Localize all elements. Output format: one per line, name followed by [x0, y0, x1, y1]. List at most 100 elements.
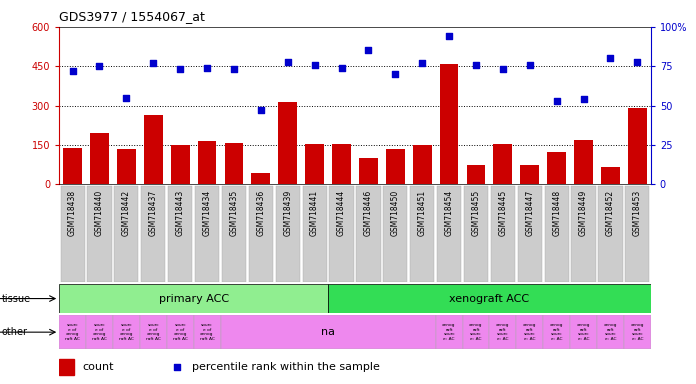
Point: [202, 65, 213, 71]
Point: [255, 107, 267, 113]
Bar: [547, 152, 566, 184]
Bar: [625, 186, 649, 282]
Text: primary ACC: primary ACC: [159, 293, 229, 304]
Bar: [571, 186, 596, 282]
Point: [121, 95, 132, 101]
Point: [363, 47, 374, 53]
Bar: [386, 149, 404, 184]
Point: [443, 33, 454, 40]
Bar: [328, 284, 651, 313]
Point: [148, 60, 159, 66]
Text: GSM718449: GSM718449: [579, 190, 588, 237]
Bar: [198, 141, 216, 184]
Point: [282, 58, 293, 65]
Bar: [518, 186, 542, 282]
Point: [175, 66, 186, 73]
Bar: [597, 315, 624, 349]
Text: xenograft ACC: xenograft ACC: [450, 293, 530, 304]
Bar: [303, 186, 326, 282]
Bar: [463, 315, 489, 349]
Text: GSM718453: GSM718453: [633, 190, 642, 237]
Bar: [489, 315, 516, 349]
Bar: [329, 186, 354, 282]
Bar: [117, 149, 136, 184]
Point: [632, 58, 643, 65]
Bar: [59, 315, 86, 349]
Bar: [599, 186, 622, 282]
Text: tissue: tissue: [1, 293, 31, 304]
Text: xenog
raft
sourc
e: AC: xenog raft sourc e: AC: [469, 323, 483, 341]
Point: [578, 96, 589, 103]
Bar: [491, 186, 515, 282]
Text: GSM718440: GSM718440: [95, 190, 104, 237]
Text: count: count: [83, 362, 114, 372]
Bar: [383, 186, 407, 282]
Bar: [332, 144, 351, 184]
Bar: [167, 315, 193, 349]
Text: sourc
e of
xenog
raft AC: sourc e of xenog raft AC: [65, 323, 80, 341]
Bar: [440, 64, 459, 184]
Text: GSM718445: GSM718445: [498, 190, 507, 237]
Point: [67, 68, 78, 74]
Bar: [113, 315, 140, 349]
Bar: [193, 315, 221, 349]
Text: GSM718443: GSM718443: [175, 190, 184, 237]
Text: xenog
raft
sourc
e: AC: xenog raft sourc e: AC: [603, 323, 617, 341]
Text: GSM718447: GSM718447: [525, 190, 535, 237]
Text: GSM718446: GSM718446: [364, 190, 373, 237]
Bar: [466, 165, 485, 184]
Point: [228, 66, 239, 73]
Text: GSM718444: GSM718444: [337, 190, 346, 237]
Point: [417, 60, 428, 66]
Bar: [63, 147, 82, 184]
Bar: [278, 102, 297, 184]
Point: [336, 65, 347, 71]
Text: GSM718448: GSM718448: [552, 190, 561, 236]
Bar: [90, 133, 109, 184]
Text: GSM718441: GSM718441: [310, 190, 319, 236]
Text: xenog
raft
sourc
e: AC: xenog raft sourc e: AC: [523, 323, 537, 341]
Text: GSM718454: GSM718454: [445, 190, 454, 237]
Text: GSM718439: GSM718439: [283, 190, 292, 237]
Text: sourc
e of
xenog
raft AC: sourc e of xenog raft AC: [146, 323, 161, 341]
Bar: [59, 284, 328, 313]
Bar: [359, 157, 378, 184]
Text: GSM718442: GSM718442: [122, 190, 131, 236]
Bar: [86, 315, 113, 349]
Text: xenog
raft
sourc
e: AC: xenog raft sourc e: AC: [577, 323, 590, 341]
Bar: [61, 186, 85, 282]
Point: [172, 364, 183, 370]
Point: [470, 61, 482, 68]
Text: xenog
raft
sourc
e: AC: xenog raft sourc e: AC: [550, 323, 563, 341]
Text: GSM718450: GSM718450: [390, 190, 400, 237]
Bar: [624, 315, 651, 349]
Bar: [464, 186, 488, 282]
Text: GSM718452: GSM718452: [606, 190, 615, 236]
Bar: [493, 144, 512, 184]
Bar: [88, 186, 111, 282]
Text: na: na: [321, 327, 335, 337]
Text: GSM718437: GSM718437: [149, 190, 158, 237]
Bar: [516, 315, 543, 349]
Point: [390, 71, 401, 77]
Text: GSM718451: GSM718451: [418, 190, 427, 236]
Text: sourc
e of
xenog
raft AC: sourc e of xenog raft AC: [92, 323, 107, 341]
Bar: [251, 172, 270, 184]
Bar: [114, 186, 139, 282]
Text: GSM718455: GSM718455: [471, 190, 480, 237]
Text: GSM718435: GSM718435: [230, 190, 239, 237]
Text: sourc
e of
xenog
raft AC: sourc e of xenog raft AC: [173, 323, 188, 341]
Point: [309, 61, 320, 68]
Text: sourc
e of
xenog
raft AC: sourc e of xenog raft AC: [200, 323, 214, 341]
Bar: [276, 186, 300, 282]
Bar: [171, 145, 189, 184]
Bar: [543, 315, 570, 349]
Bar: [544, 186, 569, 282]
Bar: [306, 144, 324, 184]
Text: sourc
e of
xenog
raft AC: sourc e of xenog raft AC: [119, 323, 134, 341]
Bar: [413, 146, 432, 184]
Text: other: other: [1, 327, 27, 337]
Text: xenog
raft
sourc
e: AC: xenog raft sourc e: AC: [496, 323, 509, 341]
Bar: [168, 186, 192, 282]
Text: percentile rank within the sample: percentile rank within the sample: [192, 362, 380, 372]
